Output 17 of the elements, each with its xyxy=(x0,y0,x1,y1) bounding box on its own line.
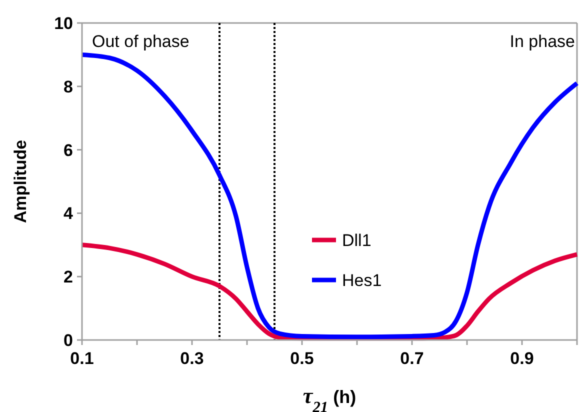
x-tick-label: 0.1 xyxy=(70,349,94,368)
x-tick-label: 0.3 xyxy=(180,349,204,368)
legend-label: Hes1 xyxy=(342,271,382,290)
annotation: In phase xyxy=(510,32,575,51)
y-axis-title: Amplitude xyxy=(11,140,30,224)
y-tick-label: 0 xyxy=(64,331,73,350)
x-tick-label: 0.5 xyxy=(290,349,314,368)
x-tick-label: 0.7 xyxy=(400,349,424,368)
y-tick-label: 6 xyxy=(64,140,73,160)
x-axis-title: τ$_{21}$ (h) xyxy=(302,383,356,412)
legend-label: Dll1 xyxy=(342,231,372,250)
x-tick-label: 0.9 xyxy=(510,349,534,368)
y-tick-label: 8 xyxy=(64,77,73,96)
y-tick-label: 2 xyxy=(64,268,73,287)
y-tick-label: 4 xyxy=(64,204,74,224)
annotation: Out of phase xyxy=(92,32,190,51)
y-tick-label: 10 xyxy=(54,14,73,33)
